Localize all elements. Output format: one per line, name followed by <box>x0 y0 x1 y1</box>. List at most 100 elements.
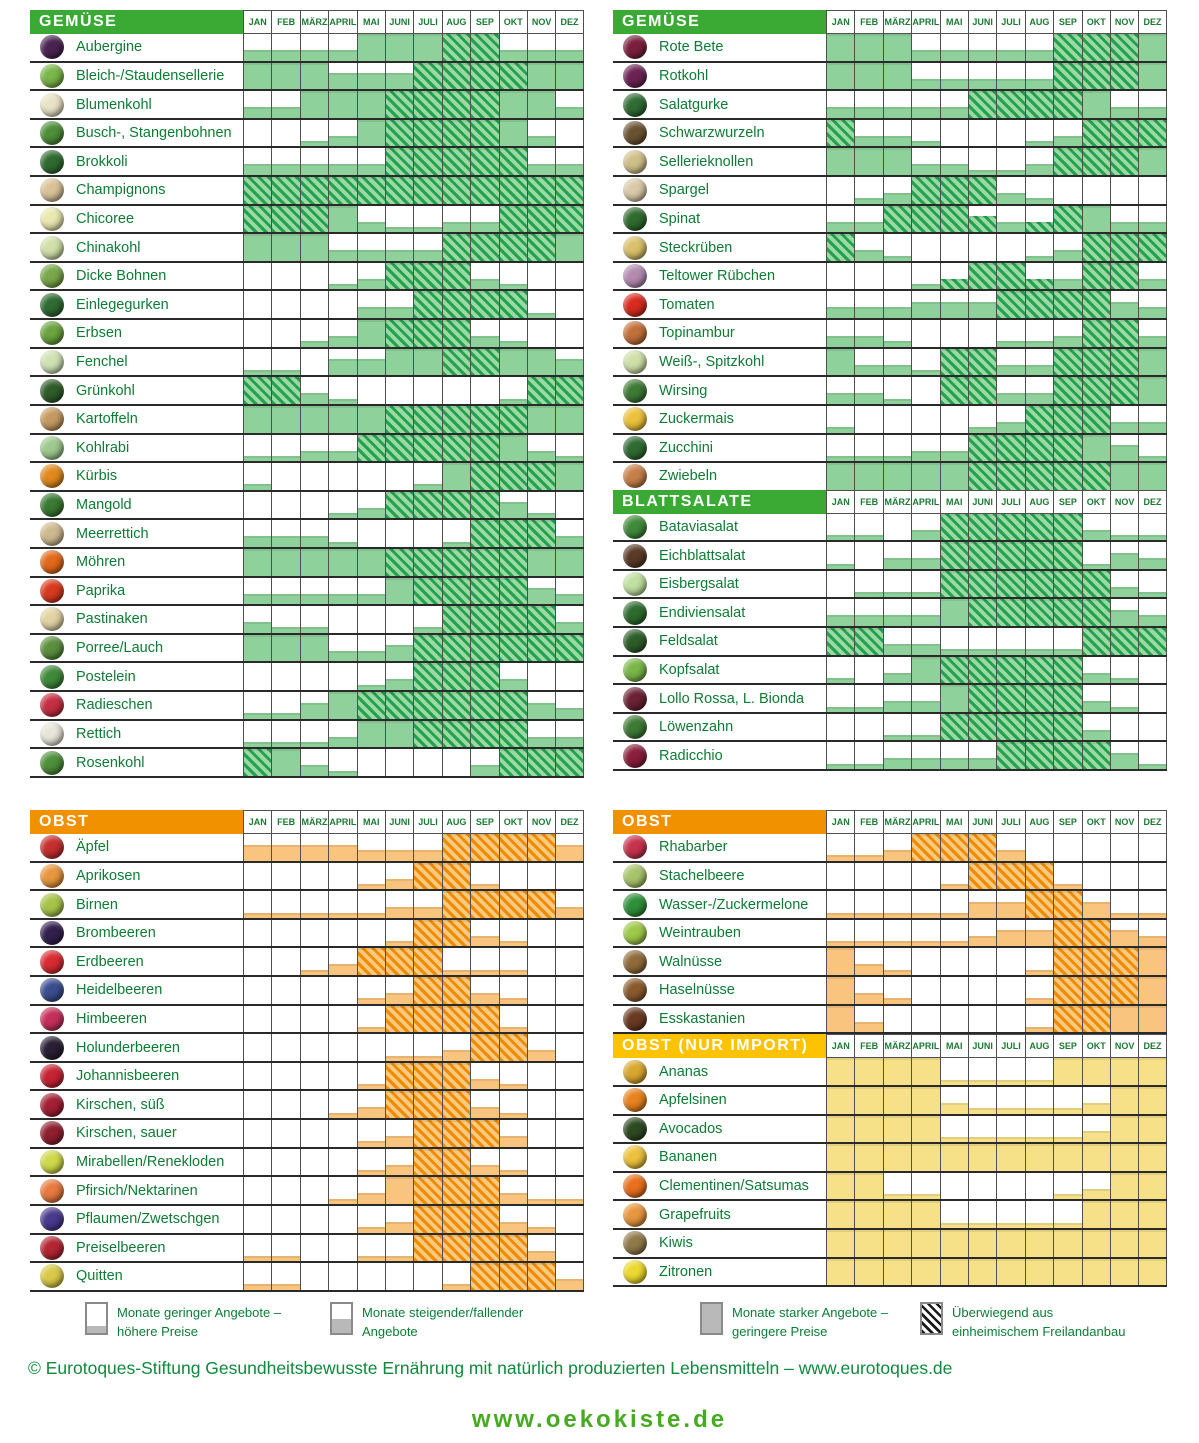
month-label-jan: JAN <box>243 810 272 834</box>
supply-fill <box>997 193 1025 204</box>
supply-fill <box>855 855 883 861</box>
supply-fill <box>471 434 499 462</box>
month-cell-jan <box>243 834 272 861</box>
month-cell-feb <box>271 919 300 947</box>
month-cell-juni <box>384 919 414 947</box>
month-cell-märz <box>882 891 912 918</box>
month-cell-juli <box>996 1172 1025 1200</box>
supply-fill <box>357 434 385 462</box>
month-cell-mai <box>356 1091 385 1119</box>
month-cell-sep <box>470 34 499 61</box>
month-cell-aug <box>441 749 471 776</box>
supply-fill <box>997 78 1025 90</box>
produce-name: Clementinen/Satsumas <box>659 1178 809 1195</box>
supply-fill <box>442 62 471 90</box>
supply-fill <box>997 463 1025 490</box>
month-cell-juli <box>413 720 442 748</box>
month-cell-märz <box>299 348 329 376</box>
supply-fill <box>883 849 912 861</box>
supply-fill <box>499 1034 527 1061</box>
supply-fill <box>499 177 527 204</box>
supply-fill <box>912 1115 940 1143</box>
month-cell-mai <box>939 685 968 712</box>
month-cell-april <box>328 720 357 748</box>
month-cell-april <box>911 862 940 890</box>
month-cell-april <box>911 713 940 741</box>
month-label-juni: JUNI <box>967 489 997 514</box>
month-cell-juli <box>413 91 442 118</box>
month-cell-dez <box>1138 1229 1167 1257</box>
month-cell-nov <box>526 119 556 147</box>
month-label-juli: JULI <box>413 810 442 834</box>
produce-name: Heidelbeeren <box>76 982 163 999</box>
month-cell-juni <box>384 1148 414 1176</box>
month-cell-april <box>911 62 940 90</box>
month-cell-nov <box>526 862 556 890</box>
supply-fill <box>883 135 912 147</box>
supply-fill <box>827 948 855 976</box>
supply-fill <box>556 164 583 176</box>
month-cell-dez <box>1138 91 1167 118</box>
month-cell-mai <box>939 1201 968 1228</box>
month-cell-april <box>328 1205 357 1233</box>
month-cell-feb <box>854 713 883 741</box>
month-label-juni: JUNI <box>967 10 997 34</box>
produce-name: Holunderbeeren <box>76 1039 180 1056</box>
produce-name: Postelein <box>76 668 136 685</box>
supply-fill <box>442 1062 471 1090</box>
row-fenchel: Fenchel <box>30 348 584 378</box>
month-cell-feb <box>271 749 300 776</box>
supply-fill <box>997 1229 1025 1257</box>
month-cell-juni <box>384 377 414 404</box>
month-cell-feb <box>854 1229 883 1257</box>
month-cell-juli <box>413 634 442 662</box>
month-cell-sep <box>470 91 499 118</box>
month-cell-märz <box>882 377 912 404</box>
supply-fill <box>244 622 272 633</box>
month-cell-jan <box>243 1177 272 1204</box>
supply-fill <box>471 1120 499 1147</box>
supply-fill <box>940 1222 968 1228</box>
produce-name: Sellerieknollen <box>659 153 754 170</box>
supply-fill <box>1110 262 1139 290</box>
supply-fill <box>855 221 883 233</box>
month-label-juni: JUNI <box>967 1034 997 1059</box>
month-cell-dez <box>1138 1115 1167 1143</box>
month-cell-nov <box>1109 834 1139 861</box>
month-cell-feb <box>271 1263 300 1290</box>
supply-fill <box>1054 336 1082 347</box>
supply-fill <box>855 307 883 319</box>
month-cell-juni <box>967 1172 997 1200</box>
month-cell-sep <box>1053 542 1082 569</box>
month-cell-mai <box>939 1058 968 1085</box>
supply-fill <box>471 883 499 890</box>
row-label-cell: Rhabarber <box>613 834 826 861</box>
supply-fill <box>272 405 300 433</box>
supply-fill <box>997 1136 1025 1143</box>
month-label-april: APRIL <box>911 810 940 834</box>
month-cell-sep <box>470 463 499 490</box>
supply-fill <box>556 107 583 118</box>
supply-fill <box>1082 919 1110 947</box>
month-label-jan: JAN <box>243 10 272 34</box>
supply-fill <box>1110 302 1139 319</box>
supply-fill <box>1139 348 1166 376</box>
month-cell-april <box>328 1062 357 1090</box>
month-cell-märz <box>882 119 912 147</box>
month-cell-mai <box>939 1229 968 1257</box>
month-cell-märz <box>299 862 329 890</box>
supply-fill <box>385 948 414 976</box>
month-cell-märz <box>882 656 912 684</box>
supply-fill <box>968 935 997 947</box>
month-cell-mai <box>356 634 385 662</box>
month-cell-feb <box>271 91 300 118</box>
month-cell-feb <box>854 434 883 462</box>
supply-fill <box>1025 570 1054 598</box>
month-cell-april <box>328 749 357 776</box>
month-cell-nov <box>526 205 556 233</box>
month-cell-juni <box>967 91 997 118</box>
supply-fill <box>385 1055 414 1061</box>
supply-fill <box>968 513 997 541</box>
supply-fill <box>414 627 442 633</box>
month-cell-juli <box>996 977 1025 1004</box>
